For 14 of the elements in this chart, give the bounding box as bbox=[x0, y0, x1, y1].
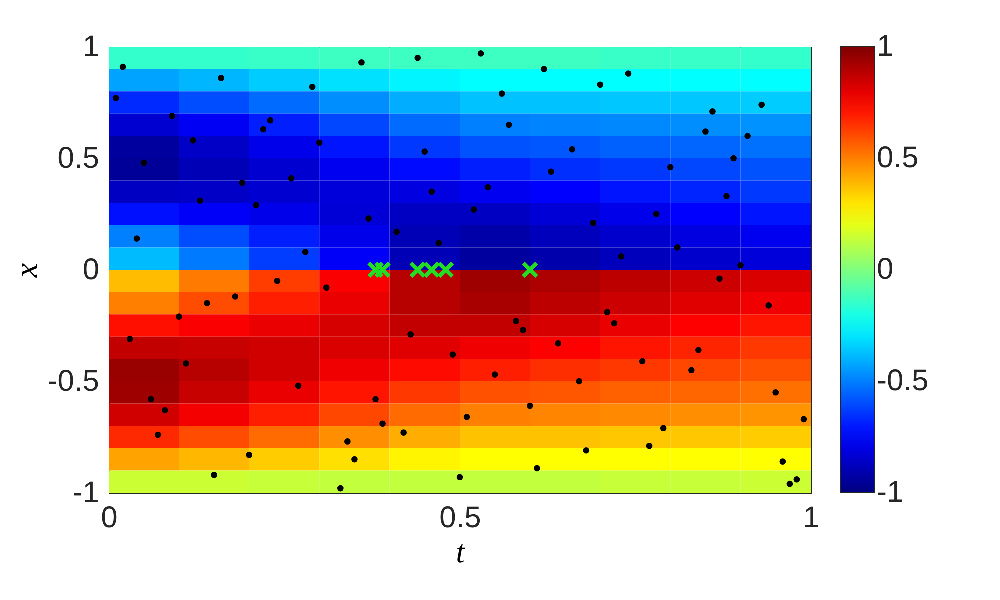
y-tick-label: -0.5 bbox=[48, 365, 100, 398]
color-bar-label: -1 bbox=[877, 476, 904, 509]
x-tick-label: 1 bbox=[803, 502, 820, 534]
color-bar-label: 0.5 bbox=[877, 142, 919, 174]
y-axis-title: x bbox=[8, 263, 44, 279]
y-tick-label: 1 bbox=[82, 30, 100, 64]
x-tick-label: 0.5 bbox=[440, 502, 482, 534]
x-axis-title: t bbox=[456, 534, 466, 570]
y-tick-label: 0 bbox=[82, 254, 100, 286]
color-bar-label: -0.5 bbox=[877, 364, 929, 398]
y-tick-label: -1 bbox=[72, 476, 100, 510]
color-bar-label: 0 bbox=[877, 253, 894, 286]
y-tick-label: 0.5 bbox=[58, 142, 100, 175]
color-bar-label: 1 bbox=[877, 30, 894, 63]
